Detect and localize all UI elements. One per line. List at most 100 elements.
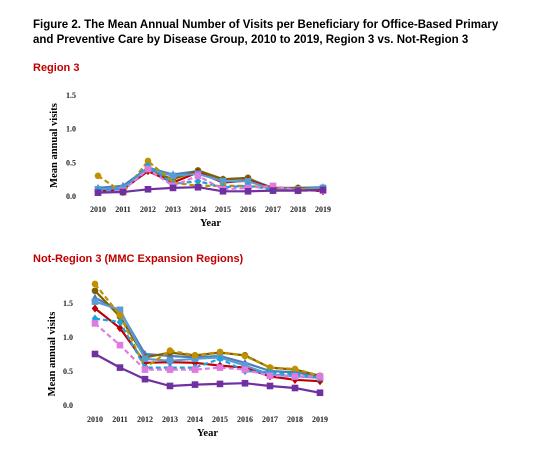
not-region-3-series-6-point bbox=[116, 341, 124, 349]
region-3-y-tick-label: 1.0 bbox=[66, 125, 76, 134]
not-region-3-series-line-3 bbox=[94, 300, 321, 379]
not-region-3-x-axis-label: Year bbox=[197, 428, 218, 439]
region-3-series-3-point bbox=[169, 172, 177, 180]
not-region-3-y-tick-label: 1.0 bbox=[63, 333, 73, 342]
region-3-line-chart: 0.0 0.5 1.0 1.5 2010 2011 2012 2013 2014 2015 2016… bbox=[49, 91, 331, 229]
not-region-3-y-tick-label: 0.0 bbox=[63, 401, 73, 410]
region-3-series-4-point bbox=[144, 157, 152, 165]
panel-title-not-region-3: Not-Region 3 (MMC Expansion Regions) bbox=[33, 253, 244, 265]
region-3-series-6-point bbox=[144, 165, 152, 173]
not-region-3-series-4-point bbox=[191, 352, 199, 359]
figure-title-line-1: Figure 2. The Mean Annual Number of Visi… bbox=[33, 19, 499, 31]
region-3-x-tick-label: 2018 bbox=[290, 205, 306, 214]
region-3-x-tick-label: 2010 bbox=[90, 205, 106, 214]
not-region-3-series-3-point bbox=[91, 298, 99, 305]
region-3-y-axis-label: Mean annual visits bbox=[49, 103, 60, 188]
not-region-3-x-tick-label: 2015 bbox=[212, 415, 228, 424]
region-3-series-6-point bbox=[244, 184, 252, 192]
region-3-y-tick-label: 0.0 bbox=[66, 192, 76, 201]
not-region-3-series-6-point bbox=[141, 366, 149, 373]
region-3-series-5-point bbox=[194, 177, 202, 186]
not-region-3-series-4-point bbox=[116, 311, 124, 319]
region-3-series-7-point bbox=[269, 187, 277, 194]
not-region-3-series-6-point bbox=[216, 364, 224, 371]
panel-title-region-3: Region 3 bbox=[33, 62, 80, 74]
region-3-x-tick-label: 2016 bbox=[240, 205, 256, 214]
figure-title-line-2: and Preventive Care by Disease Group, 20… bbox=[33, 34, 469, 46]
not-region-3-line-chart: 0.0 0.5 1.0 1.5 2010 2011 2012 2013 2014 2015 2016… bbox=[47, 280, 328, 439]
region-3-x-tick-label: 2017 bbox=[265, 205, 281, 214]
not-region-3-series-line-4 bbox=[94, 283, 321, 377]
not-region-3-series-6-point bbox=[91, 320, 99, 327]
not-region-3-series-3-point bbox=[241, 362, 249, 369]
region-3-series-3-point bbox=[219, 177, 227, 185]
not-region-3-y-axis-label: Mean annual visits bbox=[47, 312, 58, 397]
not-region-3-series-line-5 bbox=[94, 317, 321, 379]
not-region-3-x-tick-label: 2010 bbox=[87, 415, 103, 424]
region-3-x-tick-label: 2012 bbox=[140, 205, 156, 214]
not-region-3-series-line-7 bbox=[94, 353, 321, 394]
not-region-3-series-line-6 bbox=[94, 322, 320, 378]
region-3-x-tick-label: 2015 bbox=[215, 205, 231, 214]
not-region-3-x-tick-label: 2017 bbox=[262, 415, 278, 424]
region-3-x-axis-label: Year bbox=[200, 218, 221, 229]
not-region-3-series-7-point bbox=[216, 380, 224, 388]
region-3-y-tick-label: 1.5 bbox=[66, 91, 76, 100]
region-3-series-4-point bbox=[94, 172, 102, 180]
not-region-3-x-tick-label: 2018 bbox=[287, 415, 303, 424]
not-region-3-series-6-point bbox=[316, 373, 324, 380]
not-region-3-series-6-point bbox=[266, 372, 274, 380]
region-3-series-7-point bbox=[319, 186, 327, 194]
not-region-3-series-4-point bbox=[291, 365, 299, 373]
not-region-3-x-tick-label: 2011 bbox=[112, 415, 128, 424]
not-region-3-series-4-point bbox=[241, 352, 249, 360]
region-3-x-tick-label: 2014 bbox=[190, 205, 206, 214]
not-region-3-series-3-point bbox=[191, 355, 199, 363]
not-region-3-series-7-point bbox=[191, 381, 199, 388]
not-region-3-y-tick-label: 1.5 bbox=[63, 299, 73, 308]
not-region-3-x-tick-label: 2019 bbox=[312, 415, 328, 424]
region-3-x-tick-label: 2011 bbox=[115, 205, 131, 214]
not-region-3-series-4-point bbox=[266, 364, 274, 371]
not-region-3-series-6-point bbox=[241, 366, 249, 373]
not-region-3-series-7-point bbox=[166, 382, 174, 390]
not-region-3-series-7-point bbox=[241, 379, 249, 387]
not-region-3-series-2-point bbox=[91, 304, 99, 313]
region-3-y-tick-label: 0.5 bbox=[66, 158, 76, 167]
region-3-series-6-point bbox=[269, 182, 277, 190]
region-3-series-7-point bbox=[169, 184, 177, 192]
region-3-series-7-point bbox=[144, 185, 152, 193]
not-region-3-y-tick-label: 0.5 bbox=[63, 367, 73, 376]
not-region-3-series-7-point bbox=[116, 364, 124, 371]
not-region-3-series-4-point bbox=[166, 347, 174, 354]
figure-title: Figure 2. The Mean Annual Number of Visi… bbox=[33, 18, 513, 48]
not-region-3-series-3-point bbox=[141, 355, 149, 363]
not-region-3-x-tick-label: 2014 bbox=[187, 415, 203, 424]
not-region-3-series-4-point bbox=[91, 280, 99, 288]
not-region-3-series-3-point bbox=[166, 357, 174, 365]
region-3-x-tick-label: 2013 bbox=[165, 205, 181, 214]
region-3-series-7-point bbox=[94, 189, 102, 196]
region-3-series-7-point bbox=[119, 188, 127, 196]
not-region-3-series-7-point bbox=[316, 389, 324, 397]
not-region-3-x-tick-label: 2012 bbox=[137, 415, 153, 424]
region-3-series-7-point bbox=[294, 187, 302, 194]
not-region-3-x-tick-label: 2016 bbox=[237, 415, 253, 424]
region-3-series-6-point bbox=[194, 172, 202, 180]
not-region-3-series-1-point bbox=[91, 287, 99, 295]
not-region-3-series-line-2 bbox=[94, 307, 321, 383]
not-region-3-series-6-point bbox=[291, 373, 299, 380]
region-3-series-line-7 bbox=[97, 186, 324, 194]
region-3-series-7-point bbox=[244, 187, 252, 195]
not-region-3-series-7-point bbox=[291, 384, 299, 392]
not-region-3-series-7-point bbox=[141, 375, 149, 383]
region-3-series-3-point bbox=[244, 177, 252, 185]
region-3-series-line-6 bbox=[97, 167, 323, 194]
not-region-3-series-7-point bbox=[266, 382, 274, 390]
not-region-3-series-3-point bbox=[116, 306, 124, 314]
region-3-series-7-point bbox=[194, 183, 202, 191]
not-region-3-series-4-point bbox=[216, 348, 224, 356]
not-region-3-series-6-point bbox=[166, 366, 174, 373]
region-3-x-tick-label: 2019 bbox=[315, 205, 331, 214]
not-region-3-x-tick-label: 2013 bbox=[162, 415, 178, 424]
